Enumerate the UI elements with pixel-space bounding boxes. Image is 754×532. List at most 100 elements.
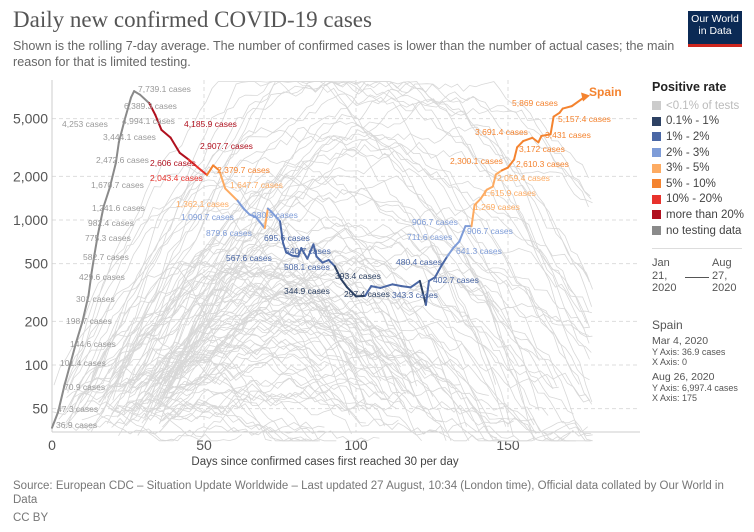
spain-line-segment bbox=[561, 105, 573, 110]
spain-line-segment bbox=[345, 286, 357, 298]
data-label: 3,431 cases bbox=[545, 130, 591, 140]
spain-line-segment bbox=[133, 90, 142, 96]
legend-item[interactable]: 10% - 20% bbox=[652, 192, 744, 208]
legend-item[interactable]: 5% - 10% bbox=[652, 176, 744, 192]
spain-line-segment bbox=[522, 136, 534, 143]
data-label: 393.4 cases bbox=[335, 271, 381, 281]
timeline-end[interactable]: Aug 27, 2020 bbox=[712, 257, 737, 294]
data-label: 2,300.1 cases bbox=[450, 156, 503, 166]
y-tick-label: 500 bbox=[25, 256, 49, 272]
spain-line-segment bbox=[102, 186, 111, 208]
spain-line-segment bbox=[516, 140, 525, 149]
legend-item[interactable]: 0.1% - 1% bbox=[652, 114, 744, 130]
info-end-date: Aug 26, 2020 bbox=[652, 371, 715, 383]
background-country-line bbox=[165, 175, 580, 392]
spain-line-segment bbox=[364, 285, 373, 297]
y-tick-label: 5,000 bbox=[13, 111, 48, 127]
background-country-line bbox=[111, 81, 593, 403]
background-country-line bbox=[65, 339, 498, 423]
background-country-line bbox=[91, 138, 591, 432]
arrow-head-icon bbox=[581, 92, 590, 102]
background-country-line bbox=[118, 377, 593, 442]
background-country-line bbox=[159, 81, 592, 425]
data-label: 5,157.4 cases bbox=[558, 114, 611, 124]
spain-line-segment bbox=[327, 258, 336, 268]
background-country-line bbox=[125, 378, 443, 423]
background-country-line bbox=[59, 406, 242, 442]
legend-label: 1% - 2% bbox=[666, 130, 710, 143]
spain-line-segment bbox=[473, 197, 482, 206]
spain-line-segment bbox=[248, 213, 257, 218]
background-country-line bbox=[129, 81, 592, 389]
info-start-y: Y Axis: 36.9 cases bbox=[652, 347, 726, 357]
spain-line-segment bbox=[187, 158, 199, 169]
background-country-line bbox=[132, 362, 322, 416]
data-label: 2,606 cases bbox=[150, 158, 196, 168]
spain-line-segment bbox=[154, 113, 163, 131]
spain-line-segment bbox=[458, 225, 467, 243]
background-country-line bbox=[147, 254, 592, 405]
spain-line-segment bbox=[218, 169, 227, 190]
background-country-line bbox=[129, 146, 592, 442]
background-country-line bbox=[73, 257, 549, 416]
background-country-line bbox=[162, 266, 576, 442]
spain-line-segment bbox=[108, 161, 117, 189]
background-country-line bbox=[154, 126, 593, 383]
spain-line-segment bbox=[169, 136, 181, 154]
spain-line-segment bbox=[418, 279, 427, 306]
timeline[interactable]: Jan 21, 2020 Aug 27, 2020 bbox=[652, 248, 742, 307]
legend-swatch bbox=[652, 132, 661, 142]
background-country-line bbox=[168, 227, 540, 389]
spain-line-segment bbox=[333, 265, 342, 280]
legend-item[interactable]: 3% - 5% bbox=[652, 160, 744, 176]
background-country-line bbox=[164, 81, 591, 384]
background-country-line bbox=[69, 400, 380, 442]
spain-line-segment bbox=[379, 283, 394, 289]
background-country-line bbox=[66, 294, 384, 427]
data-label: 567.6 cases bbox=[226, 253, 272, 263]
info-end-x: X Axis: 175 bbox=[652, 393, 698, 403]
legend-item[interactable]: 2% - 3% bbox=[652, 145, 744, 161]
background-country-line bbox=[52, 339, 570, 442]
legend-item[interactable]: <0.1% of tests bbox=[652, 98, 744, 114]
spain-line-segment bbox=[540, 133, 552, 137]
data-label: 2,907.7 cases bbox=[200, 141, 253, 151]
spain-line-segment bbox=[87, 272, 93, 297]
x-tick-label: 0 bbox=[48, 437, 56, 453]
spain-line-segment bbox=[206, 164, 215, 176]
background-country-line bbox=[69, 156, 515, 406]
background-country-line bbox=[156, 258, 467, 427]
spain-line-segment bbox=[531, 136, 540, 144]
background-country-line bbox=[159, 221, 593, 407]
legend-item[interactable]: more than 20% bbox=[652, 207, 744, 223]
data-label: 47.3 cases bbox=[57, 404, 98, 414]
owid-logo[interactable]: Our World in Data bbox=[688, 11, 742, 47]
timeline-start[interactable]: Jan 21, 2020 bbox=[652, 257, 677, 294]
spain-line-segment bbox=[130, 90, 136, 99]
data-label: 2,379.7 cases bbox=[217, 165, 270, 175]
background-country-line bbox=[117, 276, 593, 391]
data-label: 508.1 cases bbox=[284, 262, 330, 272]
spain-line-segment bbox=[479, 188, 488, 200]
background-country-line bbox=[79, 263, 428, 404]
spain-line-segment bbox=[391, 283, 403, 288]
legend-item[interactable]: 1% - 2% bbox=[652, 129, 744, 145]
data-label: 344.9 cases bbox=[284, 286, 330, 296]
background-country-line bbox=[129, 292, 489, 422]
data-label: 695.6 cases bbox=[264, 233, 310, 243]
legend-item[interactable]: no testing data bbox=[652, 223, 744, 239]
license: CC BY bbox=[13, 512, 49, 524]
background-country-line bbox=[164, 319, 415, 398]
legend-swatch bbox=[652, 226, 661, 236]
background-country-line bbox=[137, 377, 588, 436]
background-country-line bbox=[158, 302, 409, 409]
data-label: 2,043.4 cases bbox=[150, 173, 203, 183]
background-country-line bbox=[134, 281, 434, 397]
spain-line-segment bbox=[69, 340, 78, 366]
spain-line-segment bbox=[297, 247, 303, 258]
background-country-line bbox=[60, 283, 590, 411]
data-label: 982.4 cases bbox=[88, 218, 134, 228]
data-label: 402.7 cases bbox=[433, 275, 479, 285]
series-label: Spain bbox=[589, 85, 622, 99]
